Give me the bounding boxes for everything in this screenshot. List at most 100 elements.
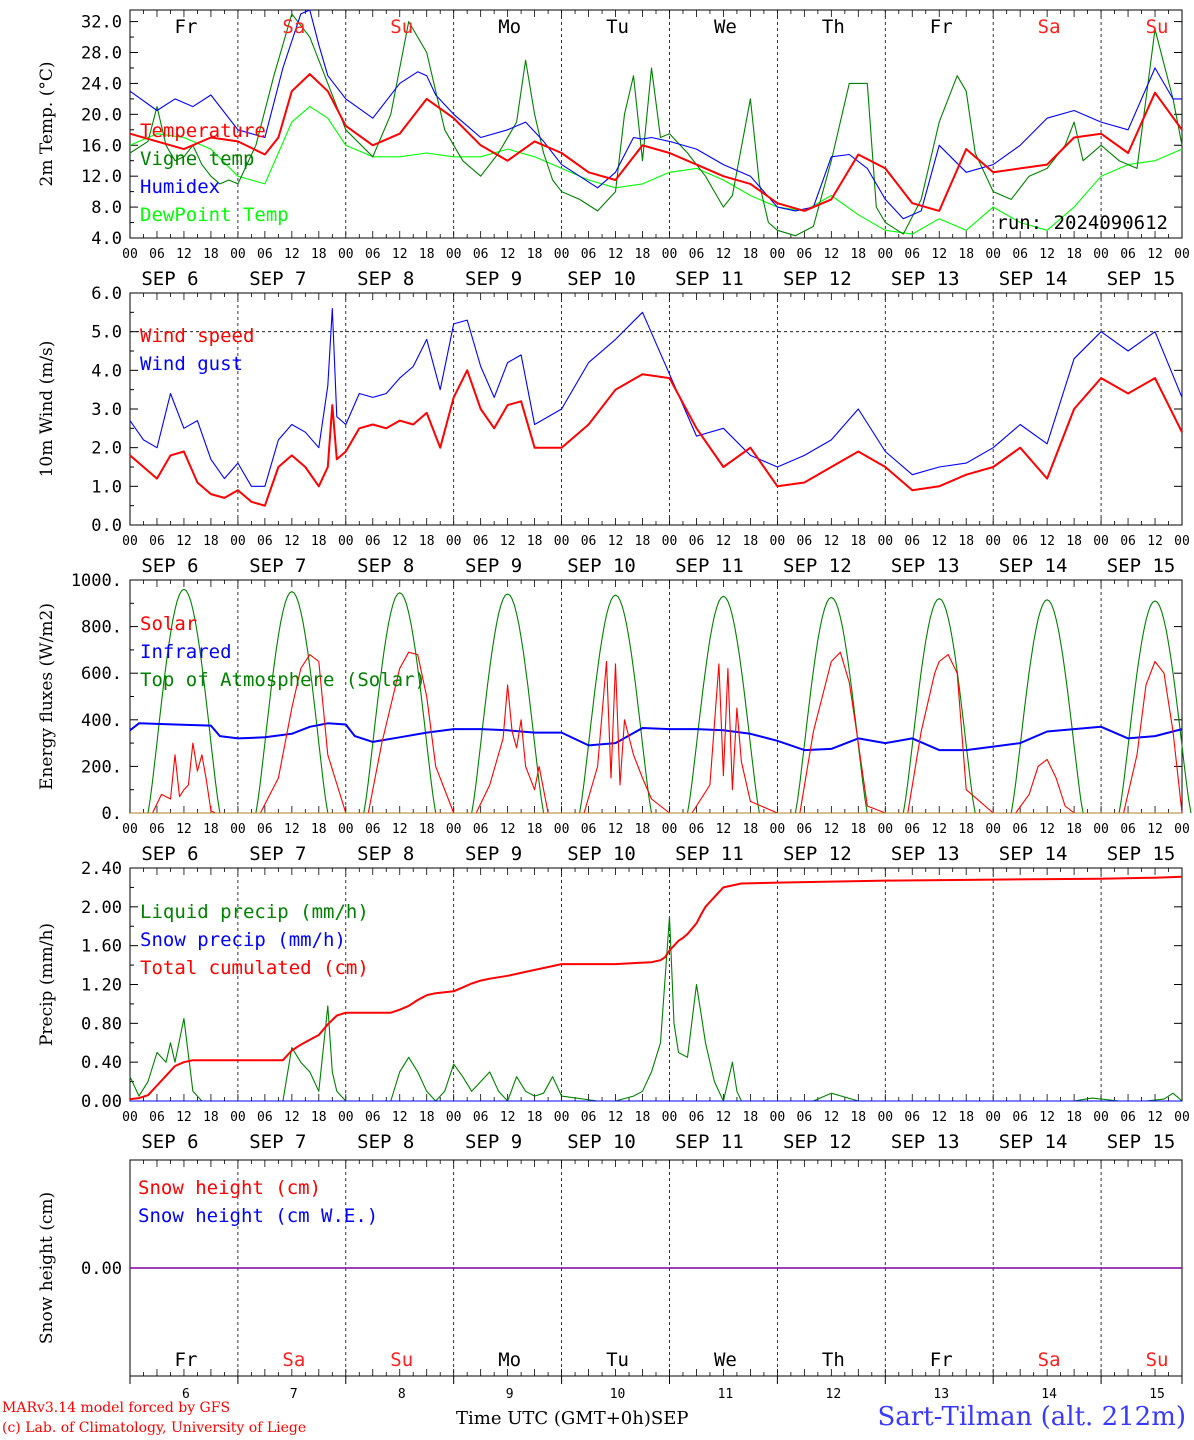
hour-tick-label: 12 (284, 247, 300, 262)
series-line-toa-day (255, 590, 329, 814)
day-label: SEP 13 (891, 843, 960, 865)
y-tick-label: 400. (81, 711, 122, 731)
y-tick-label: 1.60 (81, 937, 122, 957)
plot-frame (129, 579, 1183, 814)
hour-tick-label: 18 (311, 247, 327, 262)
hour-tick-label: 12 (176, 822, 192, 837)
series-line-toa-day (1118, 600, 1192, 814)
run-label: run: 2024090612 (996, 212, 1168, 234)
hour-tick-label: 00 (122, 1110, 138, 1125)
y-tick-label: 0.0 (91, 516, 122, 536)
panel-1-frame: 0.0 1.0 2.0 3.0 4.0 5.0 6.0 10m Wind (m/s) (37, 284, 1183, 536)
y-tick-label: 800. (81, 618, 122, 638)
day-label: SEP 13 (891, 268, 960, 290)
hour-tick-label: 12 (284, 822, 300, 837)
day-number-label: 7 (290, 1387, 298, 1402)
day-label: SEP 11 (675, 555, 744, 577)
hour-tick-label: 18 (419, 822, 435, 837)
hour-tick-label: 06 (149, 534, 165, 549)
hour-tick-label: 06 (797, 822, 813, 837)
y-tick-label: 0. (102, 804, 122, 824)
hour-tick-label: 00 (662, 247, 678, 262)
y-tick-label: 3.0 (91, 400, 122, 420)
hour-tick-label: 18 (958, 534, 974, 549)
hour-tick-label: 18 (311, 1110, 327, 1125)
hour-tick-label: 12 (1039, 247, 1055, 262)
y-axis-title: Snow height (cm) (37, 1192, 57, 1344)
hour-tick-label: 18 (419, 247, 435, 262)
hour-tick-label: 18 (743, 534, 759, 549)
day-label: SEP 10 (567, 843, 636, 865)
day-label: SEP 8 (357, 268, 414, 290)
weekday-label-top: Su (1146, 16, 1169, 38)
series-line-infrared (129, 722, 1183, 752)
weekday-label-top: Tu (606, 16, 629, 38)
day-label: SEP 15 (1107, 555, 1176, 577)
day-label: SEP 10 (567, 268, 636, 290)
y-tick-label: 1.20 (81, 976, 122, 996)
day-number-label: 15 (1149, 1387, 1165, 1402)
hour-tick-label: 12 (1039, 534, 1055, 549)
hour-tick-label: 18 (743, 247, 759, 262)
hour-tick-label: 18 (850, 247, 866, 262)
day-label: SEP 8 (357, 555, 414, 577)
hour-tick-label: 00 (230, 247, 246, 262)
hour-tick-label: 12 (392, 247, 408, 262)
legend-entry: Liquid precip (mm/h) (140, 901, 369, 923)
hour-axis-2: 00 06 12 18 00 06 12 18 00 06 12 18 00 06 12 18 00 06 12 18… (122, 822, 1190, 865)
hour-tick-label: 18 (635, 1110, 651, 1125)
hour-tick-label: 06 (904, 1110, 920, 1125)
day-label: SEP 6 (141, 843, 198, 865)
hour-tick-label: 12 (824, 822, 840, 837)
hour-tick-label: 18 (958, 247, 974, 262)
day-number-label: 9 (506, 1387, 514, 1402)
hour-tick-label: 12 (716, 1110, 732, 1125)
y-tick-label: 200. (81, 757, 122, 777)
series-line-toa-day (1010, 599, 1084, 814)
y-tick-label: 2.00 (81, 898, 122, 918)
hour-tick-label: 00 (230, 822, 246, 837)
hour-tick-label: 06 (257, 534, 273, 549)
weekday-label-top: Sa (282, 16, 305, 38)
hour-tick-label: 12 (931, 534, 947, 549)
hour-tick-label: 06 (581, 247, 597, 262)
hour-tick-label: 18 (958, 1110, 974, 1125)
legend-4: Snow height (cm) Snow height (cm W.E.) (138, 1177, 378, 1227)
hour-tick-label: 06 (581, 822, 597, 837)
y-tick-label: 2.40 (81, 859, 122, 879)
hour-tick-label: 18 (311, 534, 327, 549)
hour-tick-label: 00 (338, 247, 354, 262)
hour-tick-label: 18 (203, 247, 219, 262)
hour-tick-label: 00 (1093, 822, 1109, 837)
hour-tick-label: 06 (257, 247, 273, 262)
hour-tick-label: 12 (608, 822, 624, 837)
hour-tick-label: 06 (1012, 1110, 1028, 1125)
series-line-toa-day (471, 593, 545, 814)
hour-tick-label: 18 (635, 534, 651, 549)
hour-tick-label: 06 (797, 247, 813, 262)
series-line-dewpoint-temp (129, 106, 1183, 235)
day-label: SEP 7 (249, 268, 306, 290)
hour-tick-label: 12 (931, 1110, 947, 1125)
legend-entry: DewPoint Temp (140, 204, 289, 226)
legend-1: Wind speed Wind gust (140, 325, 254, 375)
hour-tick-label: 06 (365, 822, 381, 837)
day-label: SEP 15 (1107, 1131, 1176, 1153)
hour-tick-label: 12 (176, 534, 192, 549)
day-label: SEP 12 (783, 1131, 852, 1153)
day-label: SEP 12 (783, 555, 852, 577)
hour-tick-label: 00 (985, 247, 1001, 262)
weekday-label-top: Th (822, 16, 845, 38)
y-axis-title: 2m Temp. (°C) (37, 61, 57, 186)
hour-tick-label: 12 (824, 1110, 840, 1125)
weekday-label-bottom: Sa (282, 1349, 305, 1371)
hour-tick-label: 12 (392, 534, 408, 549)
day-label: SEP 12 (783, 843, 852, 865)
y-tick-label: 4.0 (91, 361, 122, 381)
series-line-solar (130, 651, 1183, 814)
weekday-label-bottom: Sa (1038, 1349, 1061, 1371)
hour-tick-label: 12 (716, 247, 732, 262)
weekday-label-top: We (714, 16, 737, 38)
hour-tick-label: 12 (284, 534, 300, 549)
hour-tick-label: 06 (257, 1110, 273, 1125)
